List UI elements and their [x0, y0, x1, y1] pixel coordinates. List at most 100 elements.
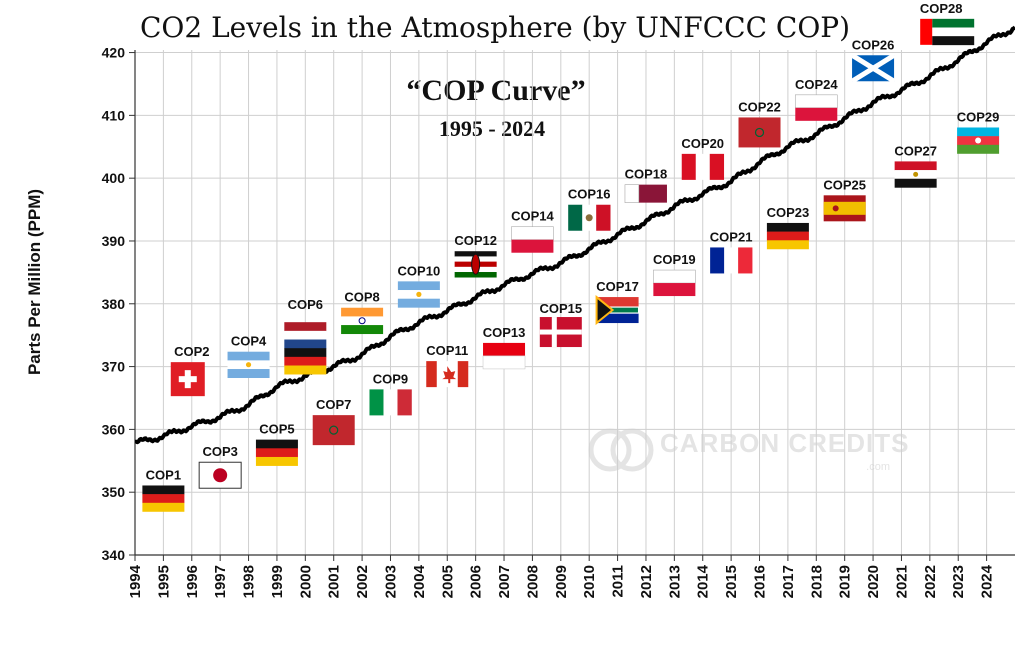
- cop-annotation: COP1: [142, 467, 185, 512]
- x-tick-label: 1996: [184, 565, 201, 598]
- cop-label: COP8: [344, 290, 379, 305]
- cop-annotation: COP6: [284, 297, 327, 375]
- x-tick-label: 2001: [326, 565, 343, 598]
- cop-label: COP17: [596, 279, 639, 294]
- y-tick-label: 410: [102, 107, 126, 123]
- series-layer: [135, 25, 1015, 445]
- italy-flag-icon: [369, 389, 412, 416]
- x-tick-label: 1998: [241, 565, 258, 598]
- indonesia-flag-icon: [482, 342, 526, 370]
- india-flag-icon: [341, 307, 384, 335]
- chart-title: CO2 Levels in the Atmosphere (by UNFCCC …: [140, 11, 850, 44]
- x-tick-label: 2000: [297, 565, 314, 598]
- x-tick-label: 2022: [922, 565, 939, 598]
- cop-annotation: COP20: [681, 136, 724, 180]
- cop-annotation: COP26: [850, 37, 896, 84]
- cop-annotation: COP28: [920, 1, 975, 46]
- x-tick-label: 2018: [808, 565, 825, 598]
- watermark-text: CARBON CREDITS: [660, 428, 909, 458]
- cop-label: COP1: [146, 467, 181, 482]
- south-africa-flag-icon: [595, 294, 640, 326]
- argentina-flag-icon: [227, 351, 270, 379]
- morocco-flag-icon: [738, 117, 781, 148]
- poland-flag-icon: [794, 94, 838, 121]
- x-tick-label: 2013: [666, 565, 683, 598]
- cop-annotation: COP13: [482, 325, 526, 370]
- cop-label: COP15: [539, 301, 582, 316]
- y-tick-labels: 340 350 360 370 380 390 400 410 420: [102, 45, 126, 563]
- canada-flag-icon: [426, 361, 469, 388]
- cop-label: COP9: [373, 371, 408, 386]
- x-tick-label: 2015: [723, 565, 740, 598]
- cop-label: COP12: [454, 233, 497, 248]
- x-tick-label: 1999: [269, 565, 286, 598]
- y-tick-label: 370: [102, 359, 126, 375]
- spain-flag-icon: [823, 195, 866, 222]
- cop-annotation: COP21: [710, 229, 753, 274]
- x-tick-label: 2004: [411, 564, 428, 598]
- x-tick-label: 2019: [837, 565, 854, 598]
- x-tick-labels: 1994 1995 1996 1997 1998 1999 2000 2001 2002 2003…: [127, 564, 996, 598]
- x-tick-label: 2021: [893, 565, 910, 598]
- x-tick-label: 2010: [581, 565, 598, 598]
- morocco-flag-icon: [312, 415, 355, 446]
- y-tick-label: 390: [102, 233, 126, 249]
- germany-flag-icon: [142, 485, 185, 512]
- cop-label: COP28: [920, 1, 963, 16]
- y-tick-label: 420: [102, 45, 126, 61]
- cop-annotation: COP19: [653, 252, 696, 297]
- x-tick-label: 2003: [382, 565, 399, 598]
- x-tick-label: 2006: [468, 565, 485, 598]
- cop-label: COP6: [288, 297, 323, 312]
- azerbaijan-flag-icon: [957, 127, 1000, 154]
- cop-annotation: COP27: [894, 143, 937, 188]
- qatar-flag-icon: [624, 184, 667, 203]
- cop-label: COP29: [957, 109, 1000, 124]
- x-tick-label: 1995: [155, 565, 172, 598]
- y-tick-label: 380: [102, 296, 126, 312]
- cop-annotations: COP1 COP2 COP3 COP4 COP5 COP6 COP7 COP8 COP9 COP1…: [142, 1, 999, 512]
- x-tick-label: 2007: [496, 565, 513, 598]
- cop-label: COP23: [767, 205, 810, 220]
- cop-label: COP2: [174, 344, 209, 359]
- axes: [129, 50, 1015, 561]
- cop-label: COP27: [894, 143, 937, 158]
- france-flag-icon: [710, 247, 753, 274]
- egypt-flag-icon: [894, 161, 937, 188]
- mexico-flag-icon: [568, 204, 611, 231]
- x-tick-label: 2014: [695, 564, 712, 598]
- x-tick-label: 2020: [865, 565, 882, 598]
- poland-flag-icon: [653, 269, 696, 297]
- y-tick-label: 340: [102, 547, 126, 563]
- chart-date-range: 1995 - 2024: [439, 116, 545, 141]
- cop-annotation: COP7: [312, 397, 355, 446]
- co2-series-line: [135, 25, 1015, 445]
- y-axis-label: Parts Per Million (PPM): [25, 189, 44, 375]
- netherlands-germany-flag-icon: [284, 322, 327, 375]
- denmark-flag-icon: [539, 317, 582, 348]
- cop-annotation: COP22: [738, 99, 781, 148]
- japan-flag-icon: [198, 461, 242, 489]
- cop-annotation: COP9: [369, 371, 412, 416]
- x-tick-label: 2023: [950, 565, 967, 598]
- x-tick-label: 2016: [752, 565, 769, 598]
- cop-annotation: COP17: [595, 279, 640, 326]
- x-tick-label: 2002: [354, 565, 371, 598]
- cop-label: COP14: [511, 209, 554, 224]
- watermark: CARBON CREDITS .com: [588, 428, 909, 473]
- cop-annotation: COP15: [539, 301, 582, 348]
- cop-annotation: COP10: [398, 263, 440, 308]
- peru-flag-icon: [681, 153, 725, 180]
- switzerland-flag-icon: [170, 362, 205, 397]
- x-tick-label: 1994: [127, 564, 144, 598]
- cop-annotation: COP2: [170, 344, 209, 397]
- x-tick-label: 2011: [610, 565, 627, 598]
- germany-flag-icon: [255, 439, 298, 466]
- scotland-flag-icon: [850, 53, 896, 84]
- cop-label: COP11: [426, 343, 468, 358]
- cop-label: COP21: [710, 229, 753, 244]
- cop-label: COP16: [568, 187, 611, 202]
- x-tick-label: 2005: [439, 565, 456, 598]
- germany-flag-icon: [766, 222, 809, 250]
